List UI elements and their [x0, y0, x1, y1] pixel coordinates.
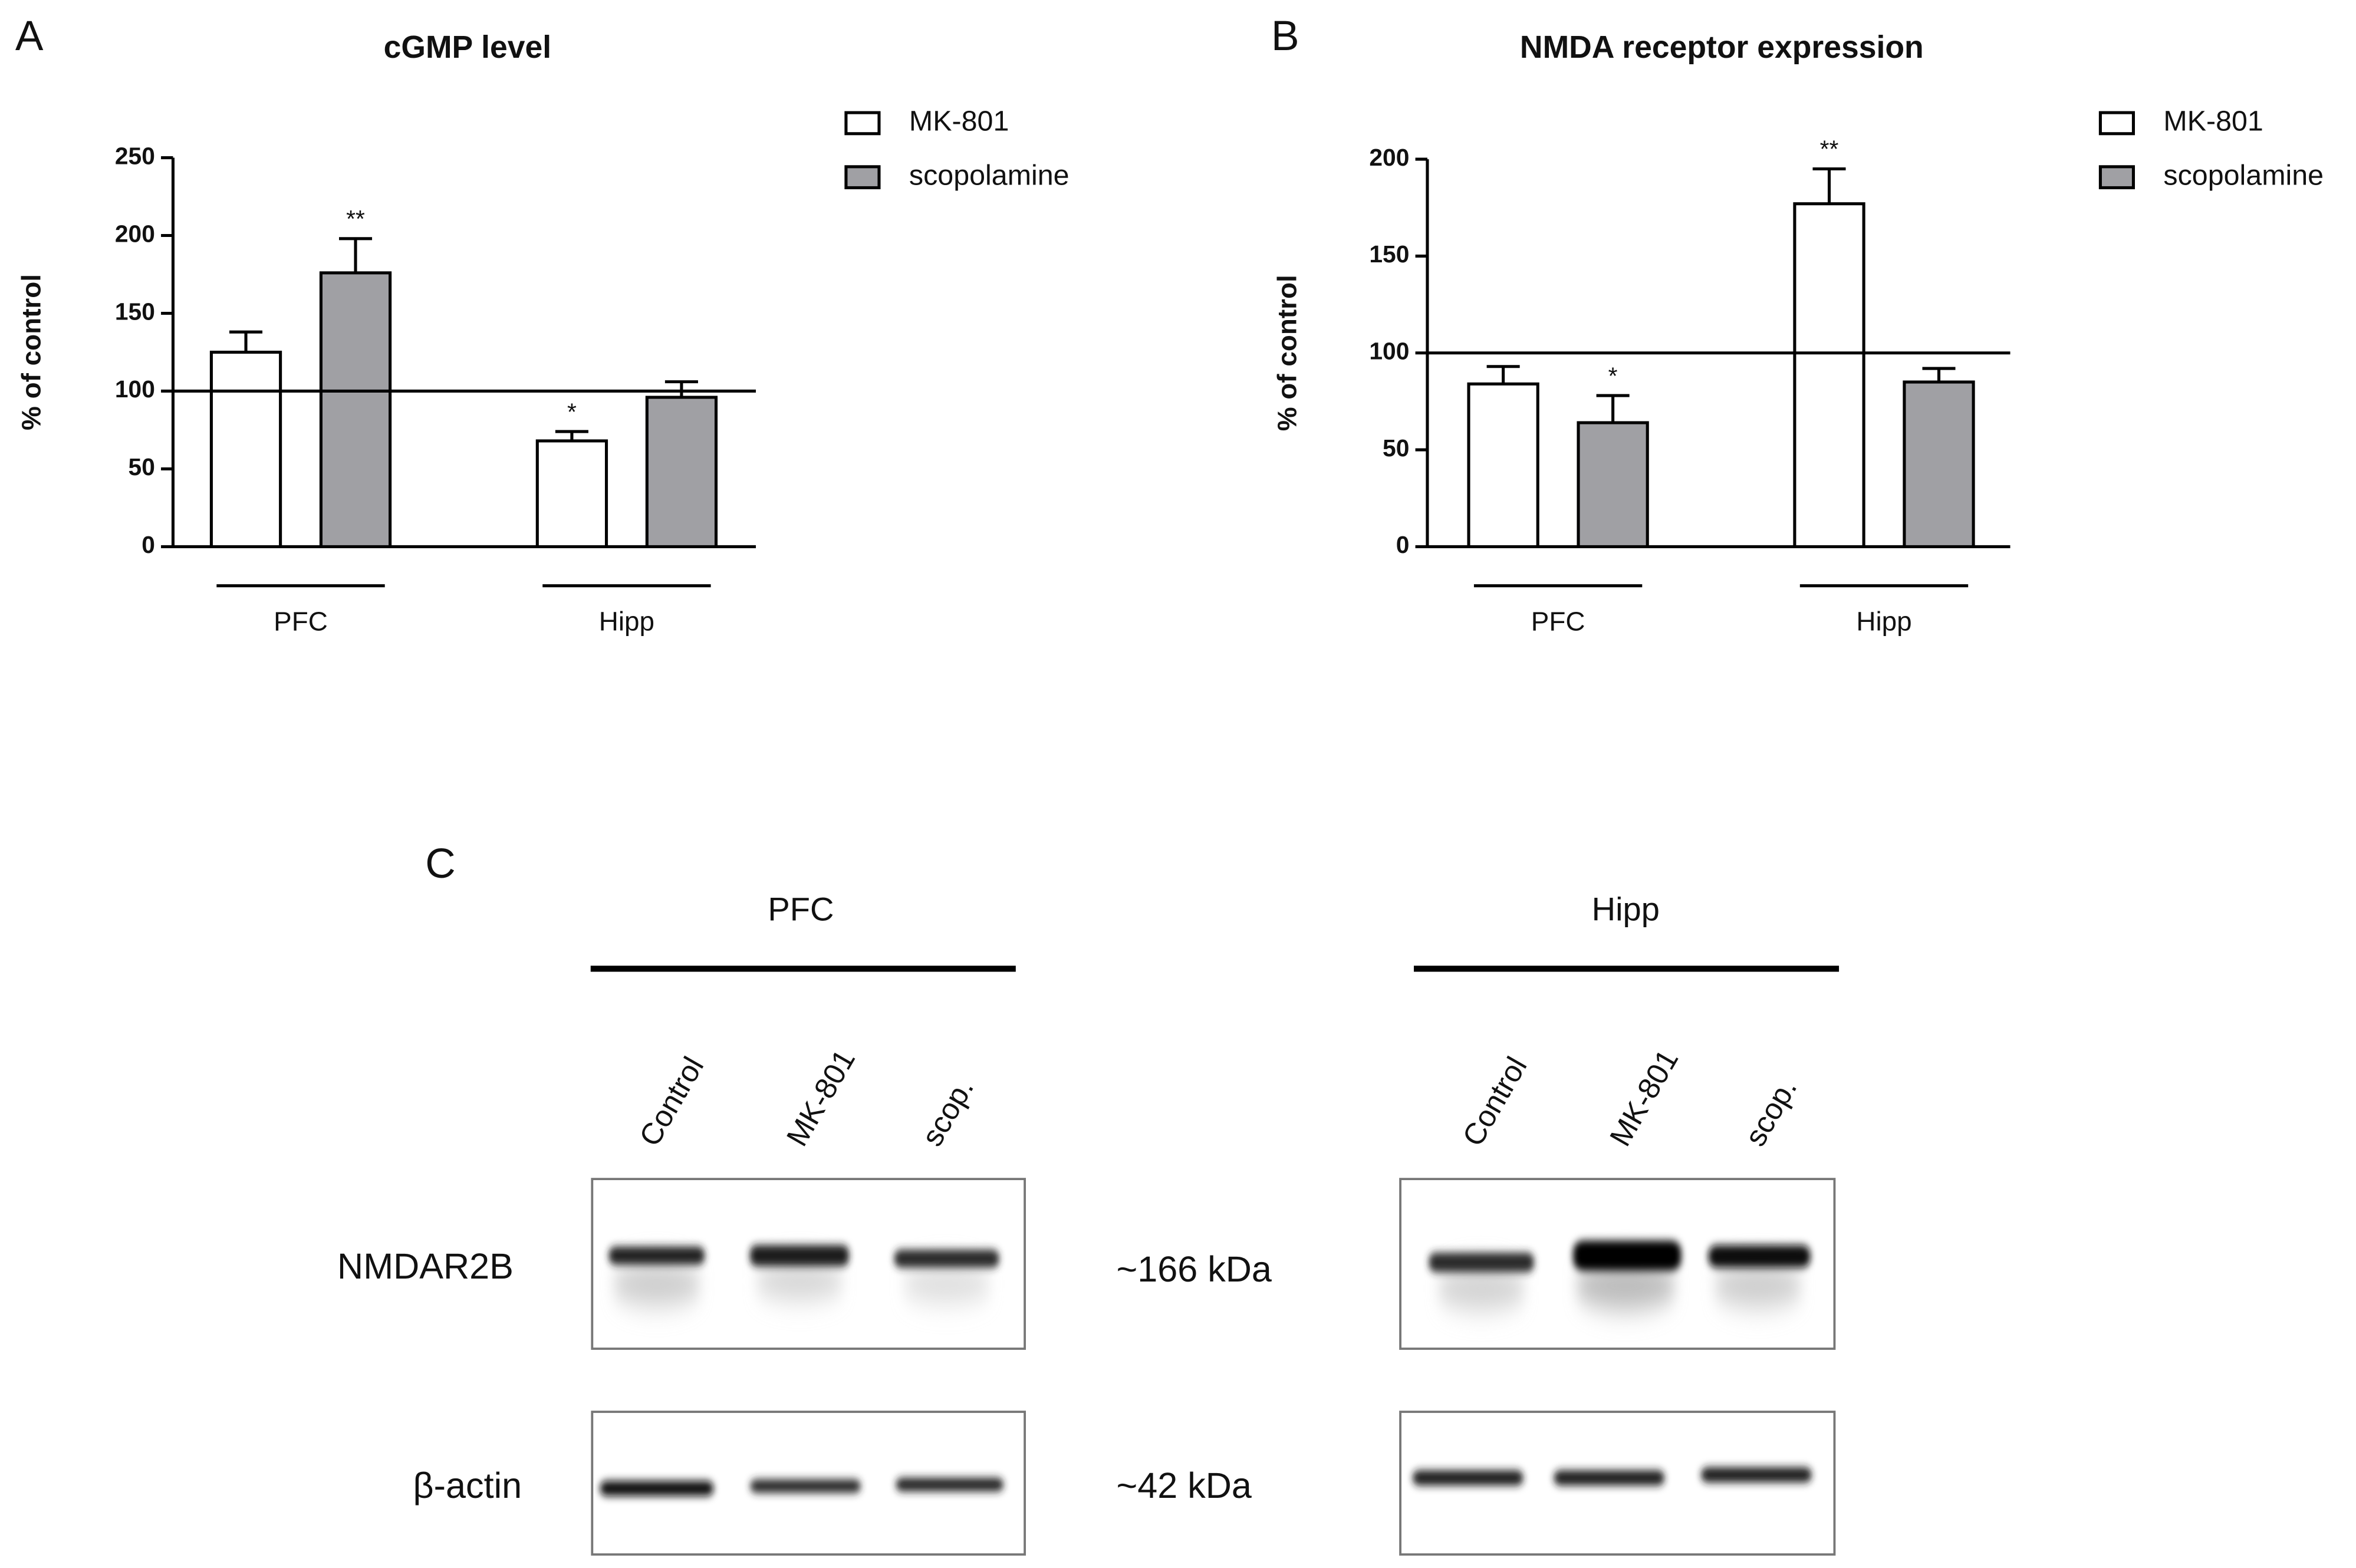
- y-tick-label: 0: [1396, 531, 1410, 558]
- y-axis-title: % of control: [16, 274, 47, 430]
- y-tick-label: 200: [115, 220, 155, 247]
- lane-label: Control: [1456, 1051, 1533, 1152]
- y-tick-label: 50: [129, 453, 155, 480]
- size-label: ~166 kDa: [1117, 1249, 1272, 1289]
- y-tick-label: 50: [1383, 434, 1409, 462]
- x-tick-label: Hipp: [1856, 605, 1911, 636]
- legend-label: MK-801: [909, 106, 1009, 137]
- y-axis-title: % of control: [1272, 275, 1302, 431]
- significance: **: [1820, 136, 1839, 163]
- y-tick-label: 250: [115, 142, 155, 169]
- legend-label: scopolamine: [2163, 159, 2324, 191]
- bar: [535, 439, 608, 548]
- panel-letter: A: [15, 12, 44, 60]
- row-label: β-actin: [413, 1465, 522, 1506]
- panel-letter: B: [1271, 12, 1299, 60]
- bar: [1903, 380, 1975, 548]
- x-tick-label: PFC: [274, 605, 328, 636]
- significance: *: [567, 398, 577, 425]
- legend-swatch: [844, 165, 881, 190]
- y-tick-label: 100: [1369, 338, 1409, 365]
- bar: [1577, 421, 1649, 548]
- chart-title: cGMP level: [384, 30, 552, 65]
- x-tick-label: Hipp: [599, 605, 654, 636]
- group-label: PFC: [768, 890, 834, 927]
- chart-title: NMDA receptor expression: [1520, 30, 1924, 65]
- x-tick-label: PFC: [1531, 605, 1585, 636]
- bar: [1467, 382, 1539, 548]
- bar: [645, 396, 718, 548]
- bar: [319, 271, 392, 548]
- lane-label: scop.: [915, 1073, 980, 1152]
- blot-panel: C PFC Hipp Control MK-801 scop. Control …: [337, 840, 1840, 1556]
- size-label: ~42 kDa: [1117, 1465, 1252, 1506]
- group-label: Hipp: [1592, 890, 1660, 927]
- y-tick-label: 150: [115, 298, 155, 325]
- legend-swatch: [2098, 165, 2135, 190]
- legend-label: scopolamine: [909, 159, 1070, 191]
- lane-label: MK-801: [1603, 1044, 1685, 1152]
- significance: *: [1608, 362, 1618, 389]
- legend-label: MK-801: [2163, 106, 2263, 137]
- y-tick-label: 150: [1369, 241, 1409, 268]
- y-tick-label: 100: [115, 375, 155, 403]
- legend-swatch: [2098, 111, 2135, 136]
- blot-image: [591, 1178, 1836, 1556]
- bar: [209, 350, 282, 548]
- row-label: NMDAR2B: [337, 1246, 514, 1286]
- panel-letter: C: [425, 840, 456, 887]
- lane-label: scop.: [1738, 1073, 1803, 1152]
- lane-label: Control: [633, 1051, 710, 1152]
- legend-swatch: [844, 111, 881, 136]
- bar: [1793, 202, 1865, 548]
- lane-label: MK-801: [780, 1044, 862, 1152]
- significance: **: [346, 205, 365, 232]
- y-tick-label: 0: [142, 531, 155, 558]
- y-tick-label: 200: [1369, 144, 1409, 171]
